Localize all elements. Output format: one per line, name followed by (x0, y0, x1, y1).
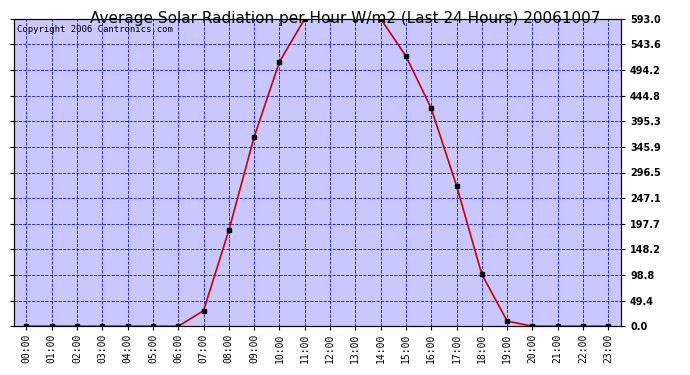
Text: Copyright 2006 Cantronics.com: Copyright 2006 Cantronics.com (17, 25, 172, 34)
Text: Average Solar Radiation per Hour W/m2 (Last 24 Hours) 20061007: Average Solar Radiation per Hour W/m2 (L… (90, 11, 600, 26)
